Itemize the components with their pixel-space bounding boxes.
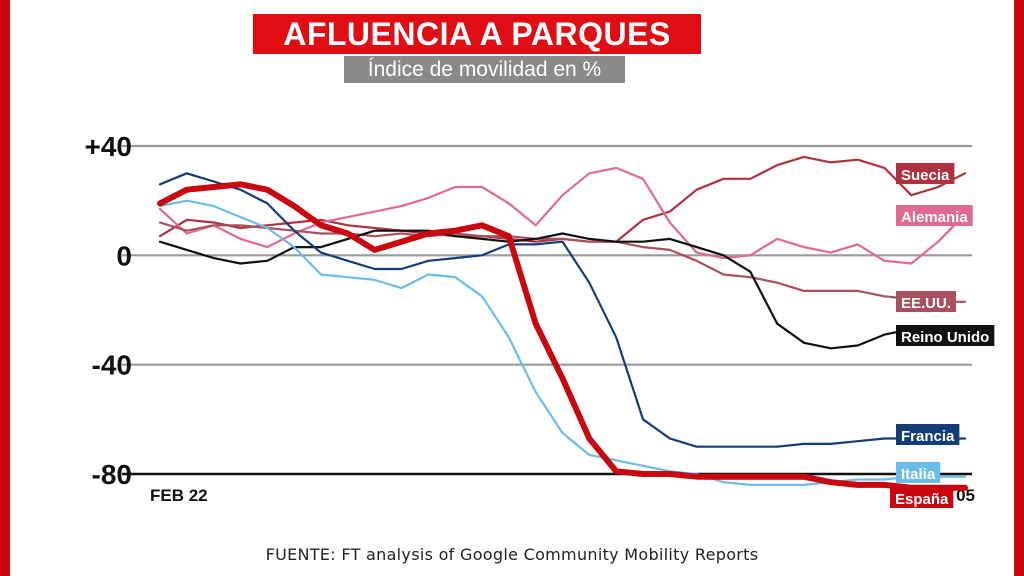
chart-title: AFLUENCIA A PARQUES: [253, 14, 701, 54]
series-label-text: EE.UU.: [901, 295, 951, 312]
series-label-text: Reino Unido: [901, 329, 989, 346]
series-label-box: [896, 163, 955, 184]
series-label: Reino Unido: [896, 325, 995, 346]
series-label: EE.UU.: [896, 291, 957, 312]
source-note: FUENTE: FT analysis of Google Community …: [265, 545, 759, 564]
x-axis-ticks: FEB 22 05: [150, 486, 975, 505]
series-labels: Suecia Alemania EE.UU. Reino Unido Francia It…: [890, 163, 995, 508]
series-label: Francia: [896, 424, 960, 445]
y-tick-label: 0: [116, 240, 132, 271]
series-label-text: Suecia: [901, 167, 950, 184]
series-label: España: [890, 487, 954, 508]
chart-subtitle: Índice de movilidad en %: [344, 56, 625, 83]
series-line: [157, 181, 968, 491]
series-label: Alemania: [896, 205, 973, 226]
y-tick-label: +40: [85, 131, 133, 162]
series-layer: [157, 155, 968, 491]
grid-layer: [122, 144, 972, 476]
series-label-text: Alemania: [901, 209, 968, 226]
y-tick-label: -80: [92, 459, 132, 490]
series-label: Suecia: [896, 163, 955, 184]
chart-subtitle-text: Índice de movilidad en %: [367, 57, 602, 81]
y-axis-ticks: +40 0 -40 -80: [85, 131, 133, 490]
series-line: [158, 166, 967, 265]
series-label-box: [896, 325, 995, 346]
series-label: Italia: [896, 462, 941, 483]
x-tick-label: FEB 22: [150, 486, 208, 505]
series-label-box: [890, 487, 954, 508]
left-frame-bar: [0, 0, 10, 576]
series-label-text: España: [895, 491, 949, 508]
series-label-box: [896, 462, 941, 483]
series-line: [158, 172, 967, 448]
x-tick-label: 05: [956, 486, 975, 505]
series-label-text: Francia: [901, 428, 955, 445]
y-tick-label: -40: [92, 350, 132, 381]
series-label-box: [896, 205, 973, 226]
chart-title-text: AFLUENCIA A PARQUES: [283, 15, 671, 52]
series-label-box: [896, 291, 957, 312]
series-label-box: [896, 424, 960, 445]
series-label-text: Italia: [901, 466, 936, 483]
right-frame-bar: [1014, 0, 1024, 576]
